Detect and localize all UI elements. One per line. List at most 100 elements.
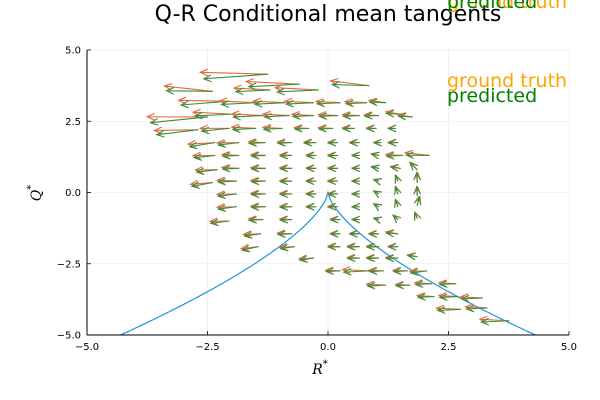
predicted-arrow <box>351 203 361 211</box>
predicted-arrow <box>247 139 266 147</box>
predicted-arrow <box>351 177 361 185</box>
predicted-arrow <box>372 190 383 199</box>
predicted-arrow <box>460 294 483 303</box>
x-axis-label: R* <box>311 359 328 378</box>
predicted-arrow <box>284 100 315 108</box>
predicted-arrow <box>275 87 319 96</box>
predicted-arrow <box>190 181 213 189</box>
predicted-arrow <box>327 203 339 211</box>
predicted-arrow <box>250 164 266 173</box>
predicted-arrow <box>372 216 383 224</box>
predicted-arrow <box>305 164 317 173</box>
predicted-arrow <box>276 139 293 147</box>
predicted-arrow <box>368 267 384 275</box>
predicted-arrow <box>318 112 339 120</box>
predicted-arrow <box>327 243 341 251</box>
predicted-arrow <box>327 164 339 173</box>
predicted-arrow <box>279 216 293 224</box>
predicted-arrow <box>413 185 421 196</box>
predicted-arrow <box>303 139 317 147</box>
predicted-arrow <box>413 195 422 206</box>
predicted-arrow <box>155 129 199 138</box>
predicted-arrow <box>438 293 459 301</box>
predicted-arrow <box>305 151 317 160</box>
predicted-arrow <box>231 112 264 121</box>
predicted-arrow <box>385 152 404 160</box>
predicted-arrow <box>279 151 293 160</box>
y-tick-label: 5.0 <box>65 46 81 57</box>
predicted-arrow <box>392 267 409 275</box>
x-tick-label: −2.5 <box>195 342 219 353</box>
predicted-arrow <box>344 99 368 108</box>
predicted-arrow <box>387 243 399 251</box>
predicted-arrow <box>231 125 257 133</box>
predicted-arrow <box>414 280 433 288</box>
predicted-arrow <box>327 177 339 185</box>
predicted-arrow <box>221 165 240 173</box>
predicted-arrow <box>341 112 360 120</box>
legend-entry: ground truth <box>447 70 567 92</box>
predicted-arrow <box>305 203 317 211</box>
predicted-arrow <box>330 81 370 89</box>
predicted-arrow <box>413 171 421 184</box>
arrow-field <box>145 68 510 326</box>
ground-truth-arrow <box>177 96 228 105</box>
ground-truth-arrow <box>244 78 300 86</box>
predicted-arrow <box>394 185 402 196</box>
predicted-arrow <box>220 100 257 108</box>
ground-truth-arrow <box>162 83 213 92</box>
predicted-arrow <box>327 190 339 198</box>
predicted-arrow <box>351 215 361 224</box>
predicted-arrow <box>216 204 237 212</box>
ground-truth-arrow <box>198 68 269 77</box>
predicted-arrow <box>409 268 428 276</box>
predicted-arrow <box>293 125 310 133</box>
predicted-arrow <box>200 126 230 135</box>
predicted-arrow <box>351 190 361 198</box>
predicted-arrow <box>305 177 317 185</box>
y-tick-label: 2.5 <box>65 117 81 128</box>
predicted-arrow <box>385 110 401 118</box>
predicted-arrow <box>202 73 269 83</box>
predicted-arrow <box>188 141 216 150</box>
predicted-arrow <box>329 230 341 238</box>
predicted-arrow <box>324 267 341 275</box>
predicted-arrow <box>216 177 237 186</box>
predicted-arrow <box>195 167 218 175</box>
legend-entry: predicted <box>447 85 537 107</box>
predicted-arrow <box>149 116 209 126</box>
predicted-arrow <box>385 229 399 238</box>
predicted-arrow <box>372 178 383 186</box>
predicted-arrow <box>348 139 360 147</box>
predicted-arrow <box>365 124 377 133</box>
predicted-arrow <box>363 112 380 120</box>
y-tick-label: 0.0 <box>65 188 81 199</box>
predicted-arrow <box>368 98 387 107</box>
predicted-arrow <box>416 293 435 301</box>
predicted-arrow <box>262 125 283 133</box>
predicted-arrow <box>243 231 262 239</box>
predicted-arrow <box>346 254 360 262</box>
predicted-arrow <box>165 87 213 95</box>
y-tick-label: −5.0 <box>57 331 81 342</box>
predicted-arrow <box>387 139 399 147</box>
predicted-arrow <box>342 268 370 276</box>
predicted-arrow <box>250 152 266 160</box>
predicted-arrow <box>279 244 295 252</box>
predicted-arrow <box>436 306 462 314</box>
predicted-arrow <box>305 190 317 198</box>
legend-entry: predicted <box>447 0 537 13</box>
predicted-arrow <box>394 281 411 290</box>
predicted-arrow <box>392 214 402 224</box>
predicted-arrow <box>221 152 240 160</box>
predicted-arrow <box>192 153 216 161</box>
predicted-arrow <box>370 151 380 160</box>
predicted-arrow <box>351 164 361 172</box>
predicted-arrow <box>279 164 293 173</box>
legend-entry: ground truth <box>447 0 567 13</box>
predicted-arrow <box>315 99 341 108</box>
predicted-arrow <box>394 174 402 184</box>
predicted-arrow <box>465 304 488 313</box>
axes: −5.0 −2.5 0.0 2.5 5.0 −5.0 −2.5 0.0 2.5 5.0 <box>57 46 577 354</box>
